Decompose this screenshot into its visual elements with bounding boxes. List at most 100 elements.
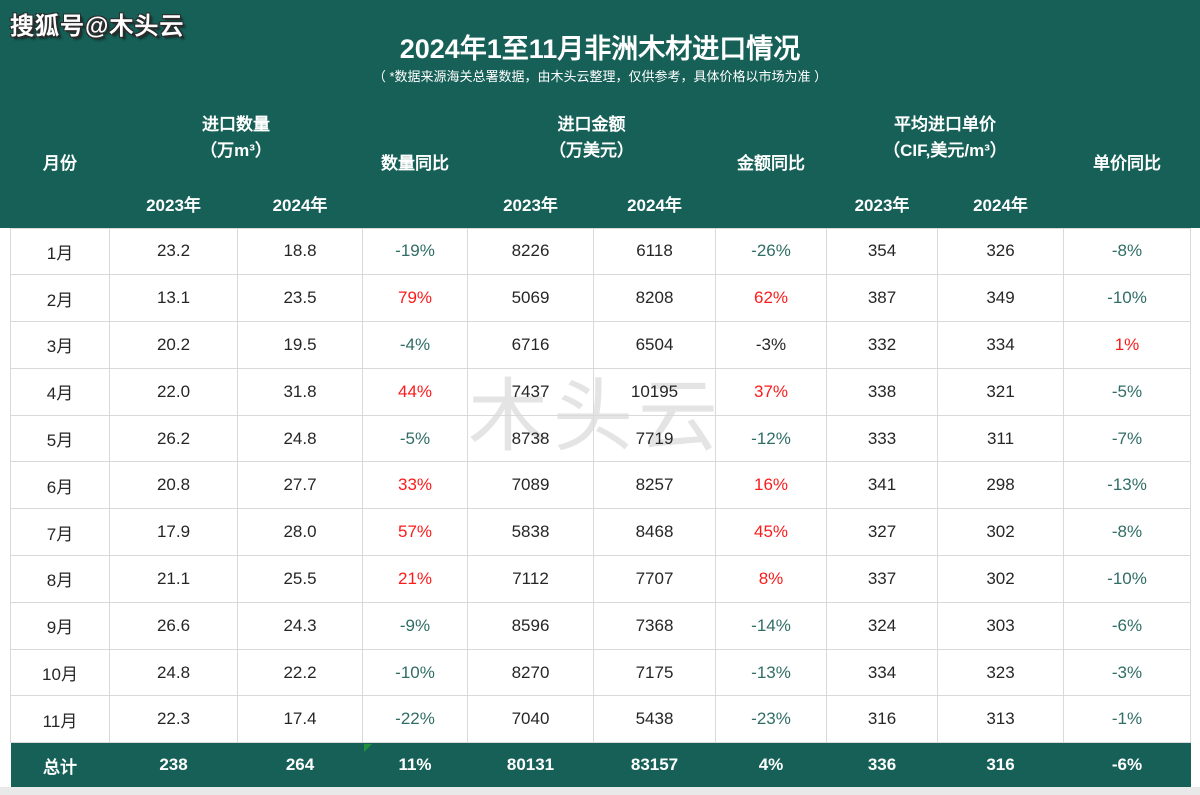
sohu-watermark: 搜狐号@木头云 [10, 13, 185, 40]
col-header-price-yoy: 单价同比 [1093, 154, 1162, 174]
qty-2024-cell: 22.2 [237, 648, 363, 697]
total-label-cell: 总计 [10, 742, 110, 787]
table-row: 10月 24.8 22.2 -10% 8270 7175 -13% 334 32… [10, 648, 1192, 697]
qty-group-line1: 进口数量 [202, 114, 270, 134]
amt-2024-cell: 7175 [593, 648, 716, 697]
table-row: 2月 13.1 23.5 79% 5069 8208 62% 387 349 -… [10, 274, 1192, 323]
month-cell: 3月 [10, 321, 110, 369]
price-2024-cell: 302 [936, 508, 1065, 557]
total-qty-yoy-value: 11% [398, 755, 432, 775]
qty-2023-cell: 20.2 [109, 321, 238, 369]
page-title: 2024年1至11月非洲木材进口情况 [399, 34, 801, 64]
qty-year-2024: 2024年 [272, 196, 328, 216]
price-yoy-cell: -8% [1063, 227, 1192, 276]
col-header-amt-group: 进口金额 （万美元） [468, 96, 716, 180]
amt-2024-cell: 7368 [593, 601, 716, 650]
table-row: 1月 23.2 18.8 -19% 8226 6118 -26% 354 326… [10, 227, 1192, 276]
qty-yoy-cell: 57% [362, 508, 468, 557]
amt-2023-cell: 7040 [467, 695, 594, 744]
table-row: 6月 20.8 27.7 33% 7089 8257 16% 341 298 -… [10, 461, 1192, 510]
col-header-qty-group: 进口数量 （万m³） [110, 96, 363, 180]
qty-2023-cell: 21.1 [109, 555, 238, 603]
amt-group-line2: （万美元） [549, 141, 634, 160]
table-header: 月份 进口数量 （万m³） 数量同比 进口金额 （万美元） 金额同比 平均进口单… [11, 96, 1191, 228]
price-2023-cell: 354 [826, 227, 938, 276]
amt-2023-cell: 8270 [467, 648, 594, 697]
qty-2024-cell: 25.5 [237, 555, 363, 603]
qty-year-2023: 2023年 [146, 196, 201, 216]
price-yoy-cell: -8% [1063, 508, 1192, 557]
amt-2024-cell: 10195 [593, 367, 716, 416]
amt-2024-cell: 8468 [593, 508, 716, 557]
qty-2024-cell: 19.5 [237, 321, 363, 369]
price-2024-cell: 313 [936, 695, 1065, 744]
month-cell: 4月 [10, 367, 110, 416]
qty-2024-cell: 31.8 [237, 367, 363, 416]
amt-2023-cell: 7437 [467, 367, 594, 416]
year-header-row: 2023年 2024年 2023年 2024年 2023年 2024年 [11, 180, 1191, 228]
price-2023-cell: 387 [826, 274, 938, 323]
qty-2024-cell: 24.8 [237, 414, 363, 463]
price-yoy-cell: -5% [1063, 367, 1192, 416]
amt-group-line1: 进口金额 [557, 114, 626, 134]
amt-2023-cell: 5838 [467, 508, 594, 557]
amt-2024-cell: 7707 [593, 555, 716, 603]
qty-yoy-cell: 21% [362, 555, 468, 603]
qty-2023-cell: 26.2 [109, 414, 238, 463]
col-header-qty-yoy: 数量同比 [381, 154, 449, 174]
amt-2023-cell: 5069 [467, 274, 594, 323]
amt-2023-cell: 6716 [467, 321, 594, 369]
page-subtitle: （ *数据来源海关总署数据，由木头云整理，仅供参考，具体价格以市场为准 ） [372, 69, 828, 84]
month-cell: 8月 [10, 555, 110, 603]
amt-2024-cell: 7719 [593, 414, 716, 463]
qty-2024-cell: 28.0 [237, 508, 363, 557]
amt-yoy-cell: 62% [715, 274, 827, 323]
amt-2024-cell: 6118 [593, 227, 716, 276]
amt-yoy-cell: -26% [715, 227, 827, 276]
amt-2024-cell: 8257 [593, 461, 716, 510]
table-row: 3月 20.2 19.5 -4% 6716 6504 -3% 332 334 1… [10, 321, 1192, 369]
price-yoy-cell: 1% [1063, 321, 1192, 369]
amt-2023-cell: 7089 [467, 461, 594, 510]
amt-yoy-cell: -14% [715, 601, 827, 650]
table-row: 4月 22.0 31.8 44% 7437 10195 37% 338 321 … [10, 367, 1192, 416]
price-group-line2: （CIF,美元/m³） [883, 141, 1007, 160]
amt-2023-cell: 8738 [467, 414, 594, 463]
price-yoy-cell: -10% [1063, 274, 1192, 323]
table-row: 11月 22.3 17.4 -22% 7040 5438 -23% 316 31… [10, 695, 1192, 744]
qty-yoy-cell: -5% [362, 414, 468, 463]
table-row: 8月 21.1 25.5 21% 7112 7707 8% 337 302 -1… [10, 555, 1192, 603]
table-footer: 总计 238 264 11% 80131 83157 4% 336 316 -6… [10, 742, 1191, 787]
qty-2023-cell: 24.8 [109, 648, 238, 697]
qty-2024-cell: 23.5 [237, 274, 363, 323]
total-row: 总计 238 264 11% 80131 83157 4% 336 316 -6… [10, 742, 1191, 787]
price-2024-cell: 311 [936, 414, 1065, 463]
price-2024-cell: 302 [936, 555, 1065, 603]
month-cell: 7月 [10, 508, 110, 557]
qty-yoy-cell: -9% [362, 601, 468, 650]
amt-yoy-cell: 16% [715, 461, 827, 510]
amt-2023-cell: 8226 [467, 227, 594, 276]
amt-yoy-cell: 45% [715, 508, 827, 557]
month-cell: 1月 [10, 227, 110, 276]
total-qty-2024-cell: 264 [237, 742, 363, 787]
total-amt-2024-cell: 83157 [593, 742, 716, 787]
price-2023-cell: 324 [826, 601, 938, 650]
month-cell: 10月 [10, 648, 110, 697]
price-2024-cell: 323 [936, 648, 1065, 697]
price-2024-cell: 334 [936, 321, 1065, 369]
qty-2023-cell: 17.9 [109, 508, 238, 557]
table-row: 9月 26.6 24.3 -9% 8596 7368 -14% 324 303 … [10, 601, 1192, 650]
amt-2024-cell: 5438 [593, 695, 716, 744]
month-cell: 2月 [10, 274, 110, 323]
qty-2023-cell: 13.1 [109, 274, 238, 323]
price-2023-cell: 332 [826, 321, 938, 369]
qty-yoy-cell: 79% [362, 274, 468, 323]
qty-2024-cell: 18.8 [237, 227, 363, 276]
price-2024-cell: 349 [936, 274, 1065, 323]
total-price-2024-cell: 316 [937, 742, 1064, 787]
total-amt-2023-cell: 80131 [467, 742, 594, 787]
price-2023-cell: 334 [826, 648, 938, 697]
amt-yoy-cell: 8% [715, 555, 827, 603]
price-2024-cell: 321 [936, 367, 1065, 416]
